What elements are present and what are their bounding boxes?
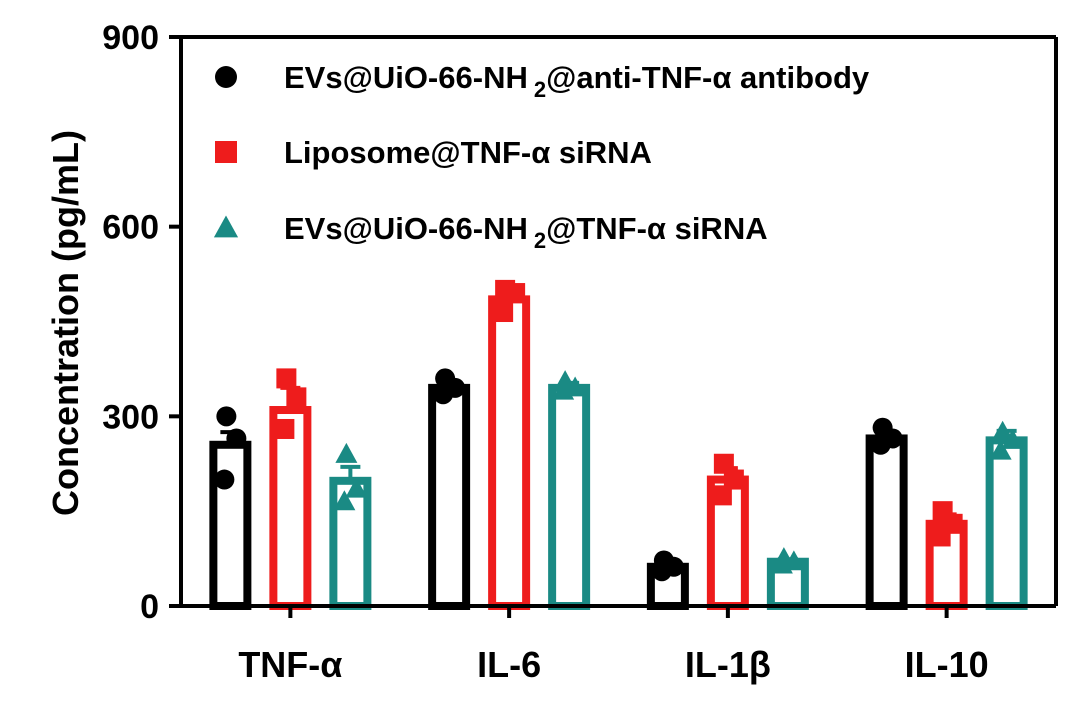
data-point — [552, 379, 575, 400]
bar-group-1-1 — [488, 279, 531, 610]
bar — [209, 440, 252, 610]
bar-group-0-2 — [329, 442, 372, 611]
y-axis-title: Concentration (pg/mL) — [45, 130, 86, 516]
data-point — [214, 469, 235, 490]
data-point — [991, 420, 1014, 441]
legend-label: EVs@UiO-66-NH 2@anti-TNF-α antibody — [284, 60, 870, 102]
y-tick-label: 300 — [102, 398, 159, 436]
bar — [985, 436, 1028, 611]
legend-marker — [213, 215, 239, 238]
data-point — [1001, 428, 1024, 449]
data-point — [433, 384, 454, 405]
x-tick-label: IL-1β — [685, 644, 771, 685]
data-point — [711, 485, 732, 506]
data-point — [505, 283, 526, 304]
bar-group-2-2 — [766, 547, 809, 610]
data-point — [930, 526, 951, 547]
axes: 0 300 600 900 TNF-α IL-6 IL-1β IL-10 — [102, 19, 1058, 685]
bar-group-2-0 — [646, 550, 689, 611]
legend-marker — [215, 141, 237, 163]
bar-group-0-1 — [269, 368, 312, 610]
bar-group-1-2 — [548, 370, 591, 610]
data-point — [723, 469, 744, 490]
legend-item: Liposome@TNF-α siRNA — [215, 135, 652, 170]
bar — [269, 406, 312, 610]
x-tick-label: IL-10 — [905, 644, 989, 685]
data-point — [870, 434, 891, 455]
data-point — [216, 406, 237, 427]
data-point — [333, 490, 356, 511]
data-point — [713, 453, 734, 474]
bar-group-3-1 — [925, 501, 968, 610]
bar — [428, 383, 471, 610]
data-point — [651, 561, 672, 582]
data-point — [493, 302, 514, 323]
y-tick-label: 0 — [140, 588, 159, 626]
data-point — [226, 428, 247, 449]
y-tick-label: 900 — [102, 19, 159, 57]
bar — [329, 476, 372, 611]
x-tick-label: TNF-α — [238, 644, 342, 685]
bar-group-2-1 — [706, 453, 749, 610]
bar — [865, 434, 908, 611]
bar-group-3-2 — [985, 420, 1028, 611]
legend-marker — [215, 66, 237, 88]
legend-label: EVs@UiO-66-NH 2@TNF-α siRNA — [284, 211, 768, 253]
data-point — [770, 553, 793, 574]
bar — [548, 383, 591, 610]
data-point — [345, 477, 368, 498]
data-point — [286, 387, 307, 408]
legend-label: Liposome@TNF-α siRNA — [284, 135, 652, 170]
bar-group-0-0 — [209, 406, 252, 610]
bar — [488, 295, 531, 610]
data-point — [989, 439, 1012, 460]
bar-group-1-0 — [428, 368, 471, 610]
data-point — [276, 368, 297, 389]
x-tick-label: IL-6 — [477, 644, 541, 685]
y-tick-label: 600 — [102, 209, 159, 247]
data-point — [335, 442, 358, 463]
plot-area — [209, 279, 1028, 611]
legend-item: EVs@UiO-66-NH 2@TNF-α siRNA — [213, 211, 768, 253]
legend-item: EVs@UiO-66-NH 2@anti-TNF-α antibody — [215, 60, 870, 102]
legend: EVs@UiO-66-NH 2@anti-TNF-α antibody Liposo… — [213, 60, 870, 253]
data-point — [274, 418, 295, 439]
bar-group-3-0 — [865, 417, 908, 611]
